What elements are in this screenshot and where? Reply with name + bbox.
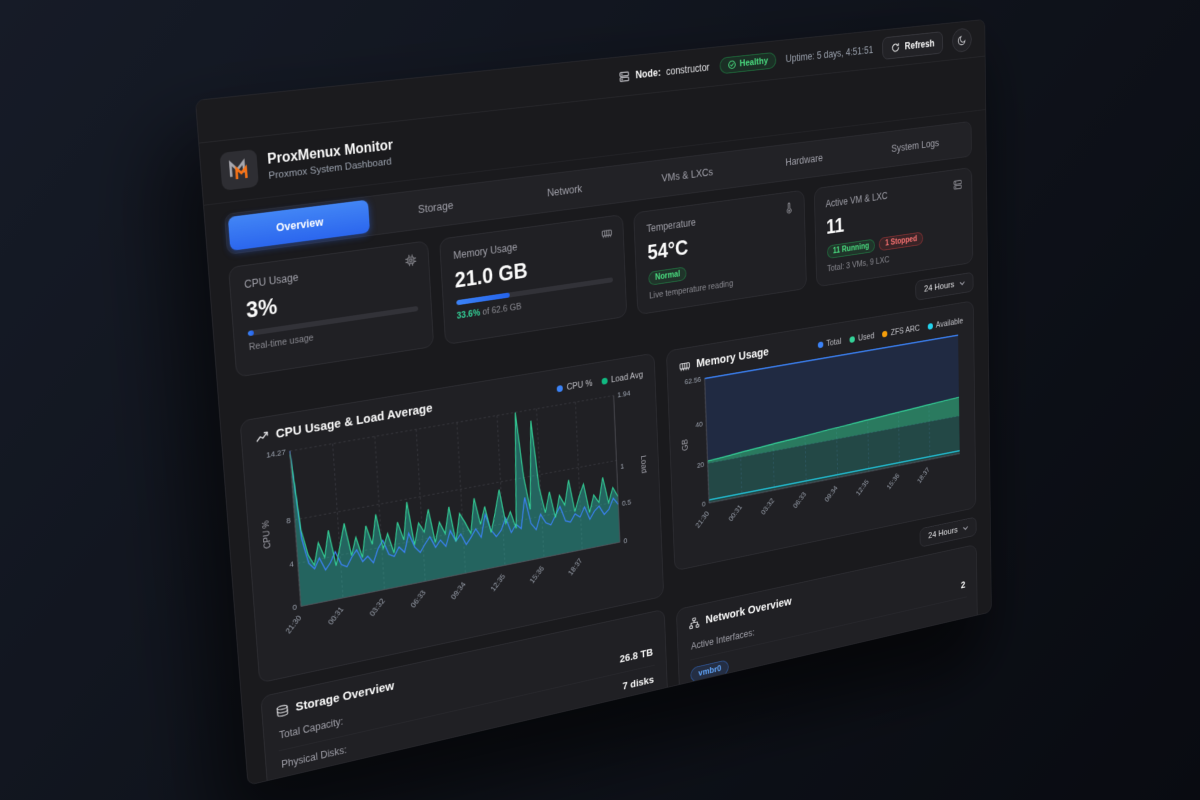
svg-text:62.56: 62.56 bbox=[685, 374, 702, 385]
node-indicator: Node: constructor bbox=[619, 61, 710, 83]
refresh-label: Refresh bbox=[904, 37, 935, 52]
svg-text:20: 20 bbox=[697, 460, 705, 470]
right-column: Memory Usage Total Used ZFS ARC Availabl… bbox=[666, 300, 978, 698]
cpu-icon bbox=[404, 253, 417, 272]
uptime-text: Uptime: 5 days, 4:51:51 bbox=[785, 44, 874, 65]
dashboard-window: Node: constructor Healthy Uptime: 5 days… bbox=[195, 18, 992, 786]
svg-text:00:31: 00:31 bbox=[727, 503, 744, 523]
refresh-icon bbox=[891, 42, 900, 53]
memory-icon bbox=[679, 359, 691, 374]
tab-system-logs[interactable]: System Logs bbox=[891, 137, 940, 155]
moon-icon bbox=[957, 34, 966, 46]
network-icon bbox=[689, 616, 701, 631]
svg-text:4: 4 bbox=[289, 559, 294, 569]
memory-time-range-value: 24 Hours bbox=[928, 525, 958, 541]
svg-text:18:37: 18:37 bbox=[566, 556, 584, 576]
svg-text:06:33: 06:33 bbox=[409, 588, 428, 609]
server-icon bbox=[619, 69, 631, 83]
legend-used: Used bbox=[849, 331, 874, 344]
vm-stopped-badge: 1 Stopped bbox=[879, 231, 923, 252]
trending-up-icon bbox=[255, 429, 270, 445]
svg-text:0.5: 0.5 bbox=[622, 498, 632, 508]
svg-text:15:36: 15:36 bbox=[885, 472, 901, 491]
health-badge: Healthy bbox=[719, 51, 777, 75]
svg-text:15:36: 15:36 bbox=[528, 564, 546, 584]
svg-text:03:32: 03:32 bbox=[368, 597, 387, 618]
cpu-usage-card: CPU Usage 3% Real-time usage bbox=[228, 240, 434, 378]
svg-text:1: 1 bbox=[620, 461, 624, 470]
svg-text:0: 0 bbox=[292, 602, 297, 612]
temperature-card: Temperature 54°C Normal Live temperature… bbox=[633, 189, 807, 316]
memory-of-total: of 62.6 GB bbox=[482, 301, 522, 318]
cpu-load-chart: 0 4 8 14.27 0 0.5 1 1.94 21:30 00:31 03:32 06:33 09:… bbox=[261, 388, 648, 635]
cpu-progress-fill bbox=[247, 330, 255, 337]
charts-grid: CPU Usage & Load Average CPU % Load Avg … bbox=[239, 300, 978, 786]
left-column: CPU Usage & Load Average CPU % Load Avg … bbox=[239, 352, 669, 786]
chevron-down-icon bbox=[963, 525, 969, 532]
tab-overview[interactable]: Overview bbox=[227, 199, 370, 251]
svg-text:09:34: 09:34 bbox=[449, 580, 467, 601]
tab-vms-lxcs[interactable]: VMs & LXCs bbox=[661, 166, 714, 185]
tab-network[interactable]: Network bbox=[546, 182, 583, 200]
svg-text:18:37: 18:37 bbox=[916, 466, 931, 485]
vm-running-badge: 11 Running bbox=[826, 238, 876, 260]
legend-total: Total bbox=[817, 337, 841, 350]
interfaces-count: 2 bbox=[960, 579, 966, 591]
proxmenux-logo bbox=[219, 148, 259, 191]
svg-text:06:33: 06:33 bbox=[792, 490, 808, 509]
svg-text:09:34: 09:34 bbox=[823, 484, 839, 503]
legend-dot bbox=[601, 377, 608, 385]
svg-text:Load: Load bbox=[639, 455, 648, 475]
tab-storage[interactable]: Storage bbox=[417, 199, 454, 216]
active-vm-lxc-card: Active VM & LXC 11 11 Running 1 Stopped … bbox=[813, 167, 974, 288]
memory-chart: 0 20 40 62.56 21:30 00:31 03:32 06:33 09:34 12:35… bbox=[681, 328, 966, 529]
thermometer-icon bbox=[783, 201, 794, 218]
time-range-select[interactable]: 24 Hours bbox=[915, 271, 974, 301]
node-label: Node: bbox=[635, 66, 662, 81]
svg-text:1.94: 1.94 bbox=[617, 388, 631, 399]
chevron-down-icon bbox=[959, 280, 965, 287]
memory-icon bbox=[601, 226, 613, 244]
legend-dot bbox=[556, 384, 564, 393]
svg-text:40: 40 bbox=[696, 420, 704, 430]
svg-text:0: 0 bbox=[623, 536, 627, 545]
memory-time-range-select[interactable]: 24 Hours bbox=[919, 516, 977, 548]
cpu-load-chart-card: CPU Usage & Load Average CPU % Load Avg … bbox=[239, 352, 665, 684]
svg-text:12:35: 12:35 bbox=[489, 572, 507, 593]
svg-text:8: 8 bbox=[286, 516, 291, 526]
memory-chart-card: Memory Usage Total Used ZFS ARC Availabl… bbox=[666, 300, 977, 572]
disk-icon bbox=[275, 703, 289, 719]
svg-text:12:35: 12:35 bbox=[855, 478, 871, 497]
svg-text:GB: GB bbox=[681, 438, 690, 451]
svg-text:00:31: 00:31 bbox=[326, 605, 345, 626]
memory-usage-card: Memory Usage 21.0 GB 33.6% of 62.6 GB bbox=[438, 214, 628, 346]
svg-text:0: 0 bbox=[702, 499, 706, 508]
svg-text:21:30: 21:30 bbox=[284, 613, 303, 634]
stack-icon bbox=[953, 178, 963, 195]
refresh-button[interactable]: Refresh bbox=[882, 31, 944, 60]
theme-toggle-button[interactable] bbox=[951, 27, 972, 54]
temperature-status-badge: Normal bbox=[648, 266, 687, 286]
svg-text:CPU %: CPU % bbox=[261, 519, 273, 550]
tab-hardware[interactable]: Hardware bbox=[785, 152, 823, 169]
interface-badge[interactable]: vmbr0 bbox=[690, 659, 730, 684]
svg-text:14.27: 14.27 bbox=[266, 447, 286, 460]
check-circle-icon bbox=[727, 59, 736, 70]
health-label: Healthy bbox=[739, 56, 769, 69]
node-value: constructor bbox=[665, 61, 710, 78]
time-range-value: 24 Hours bbox=[924, 280, 955, 295]
svg-text:03:32: 03:32 bbox=[760, 496, 776, 516]
memory-percent: 33.6% bbox=[456, 307, 481, 322]
svg-text:21:30: 21:30 bbox=[694, 509, 711, 529]
